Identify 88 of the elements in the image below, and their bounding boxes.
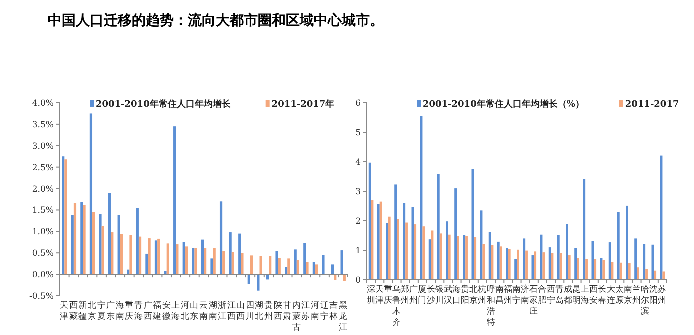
x-tick-label: 山西	[236, 300, 246, 322]
x-tick-label: 武汉	[444, 284, 453, 306]
x-tick-label: 重庆	[384, 284, 393, 306]
x-tick-label: 苏州	[658, 284, 668, 306]
x-tick-label: 陕西	[274, 300, 283, 322]
y-tick-label: 4.0%	[32, 99, 54, 109]
x-tick-label: 云南	[200, 301, 208, 322]
x-tick-label: 天津	[60, 300, 70, 322]
x-tick-label: 福建	[152, 300, 162, 322]
x-tick-label: 黑龙江	[338, 300, 348, 333]
y-tick-label: 0	[356, 276, 361, 286]
x-tick-label: 安徽	[162, 300, 172, 322]
x-tick-label: 昆明	[572, 284, 582, 306]
x-tick-label: 贵阳	[461, 284, 470, 306]
legend-label: 2001-2010年常住人口年均增长	[96, 99, 232, 110]
x-tick-label: 北京	[88, 300, 98, 322]
y-tick-label: 4	[356, 158, 361, 168]
y-tick-label: 1.5%	[32, 206, 54, 216]
x-tick-label: 新疆	[78, 300, 88, 322]
y-tick-label: 0.0%	[32, 270, 54, 281]
x-tick-label: 石家庄	[530, 285, 539, 317]
x-tick-label: 深圳	[366, 284, 376, 306]
x-tick-label: 成都	[564, 284, 573, 306]
x-tick-label: 沈阳	[650, 284, 659, 306]
x-tick-label: 贵州	[264, 300, 274, 322]
x-tick-label: 郑州	[401, 284, 410, 306]
x-tick-label: 南宁	[512, 284, 522, 306]
x-tick-label: 海南	[116, 300, 125, 322]
x-tick-label: 合肥	[538, 284, 548, 306]
y-tick-label: -0.5%	[30, 292, 54, 302]
x-tick-label: 吉林	[328, 300, 339, 322]
x-tick-label: 江西	[227, 300, 236, 322]
x-tick-label: 湖北	[255, 300, 264, 322]
x-tick-label: 辽宁	[320, 300, 330, 322]
x-tick-label: 广东	[106, 300, 116, 322]
y-tick-label: 2.5%	[32, 163, 54, 174]
x-tick-label: 太原	[615, 284, 624, 306]
y-tick-label: 1.0%	[32, 228, 54, 238]
x-tick-label: 上海	[172, 300, 181, 322]
x-tick-label: 西宁	[546, 285, 556, 306]
x-tick-label: 西安	[590, 285, 599, 306]
x-tick-label: 福州	[504, 284, 513, 306]
x-tick-label: 济南	[521, 284, 530, 306]
x-tick-label: 江苏	[302, 300, 311, 322]
x-tick-label: 乌鲁木齐	[392, 284, 402, 328]
x-tick-label: 银川	[434, 284, 444, 306]
x-tick-label: 北京	[470, 284, 479, 306]
x-tick-label: 兰州	[632, 284, 642, 306]
y-tick-label: 3.5%	[32, 120, 54, 130]
x-tick-label: 河北	[180, 300, 190, 322]
x-tick-label: 青岛	[555, 284, 564, 306]
x-tick-label: 海口	[452, 284, 462, 306]
x-tick-label: 广西	[144, 300, 153, 322]
x-tick-label: 杭州	[477, 284, 488, 306]
x-tick-label: 南昌	[495, 284, 504, 306]
y-tick-label: 0.5%	[32, 249, 54, 260]
x-tick-label: 四川	[246, 301, 255, 322]
chart-title: 中国人口迁移的趋势：流向大都市圈和区域中心城市。	[48, 12, 384, 29]
x-tick-label: 内蒙古	[292, 300, 302, 333]
x-tick-label: 青海	[134, 300, 144, 322]
x-tick-label: 天津	[375, 284, 384, 306]
y-tick-label: 2	[356, 217, 361, 227]
x-tick-label: 河南	[310, 300, 320, 322]
x-tick-label: 哈尔滨	[641, 284, 650, 317]
legend-label: 2011-2017	[625, 100, 680, 110]
x-tick-label: 厦门	[418, 284, 428, 306]
y-tick-label: 2.0%	[32, 184, 54, 195]
legend-label: 2001-2010年常住人口年均增长（%）	[423, 99, 584, 110]
x-tick-label: 南京	[624, 284, 633, 306]
x-tick-label: 西藏	[69, 301, 78, 322]
x-tick-label: 甘肃	[283, 300, 292, 322]
x-tick-label: 大连	[606, 284, 616, 306]
legend-label: 2011-2017年	[272, 99, 335, 110]
y-tick-label: 5	[356, 128, 361, 138]
x-tick-label: 长春	[598, 284, 608, 306]
x-tick-label: 长沙	[426, 284, 436, 306]
y-tick-label: 1	[356, 246, 361, 256]
x-tick-label: 宁夏	[97, 300, 106, 322]
x-tick-label: 广州	[410, 284, 419, 306]
y-tick-label: 3.0%	[32, 142, 54, 152]
x-tick-label: 浙江	[218, 300, 228, 322]
y-tick-label: 3	[356, 188, 361, 198]
y-tick-label: 6	[356, 99, 361, 109]
x-tick-label: 重庆	[125, 300, 134, 322]
x-tick-label: 湖南	[208, 300, 218, 322]
x-tick-label: 山东	[190, 300, 200, 322]
x-tick-label: 上海	[581, 284, 590, 306]
x-tick-label: 呼和浩特	[486, 284, 496, 328]
